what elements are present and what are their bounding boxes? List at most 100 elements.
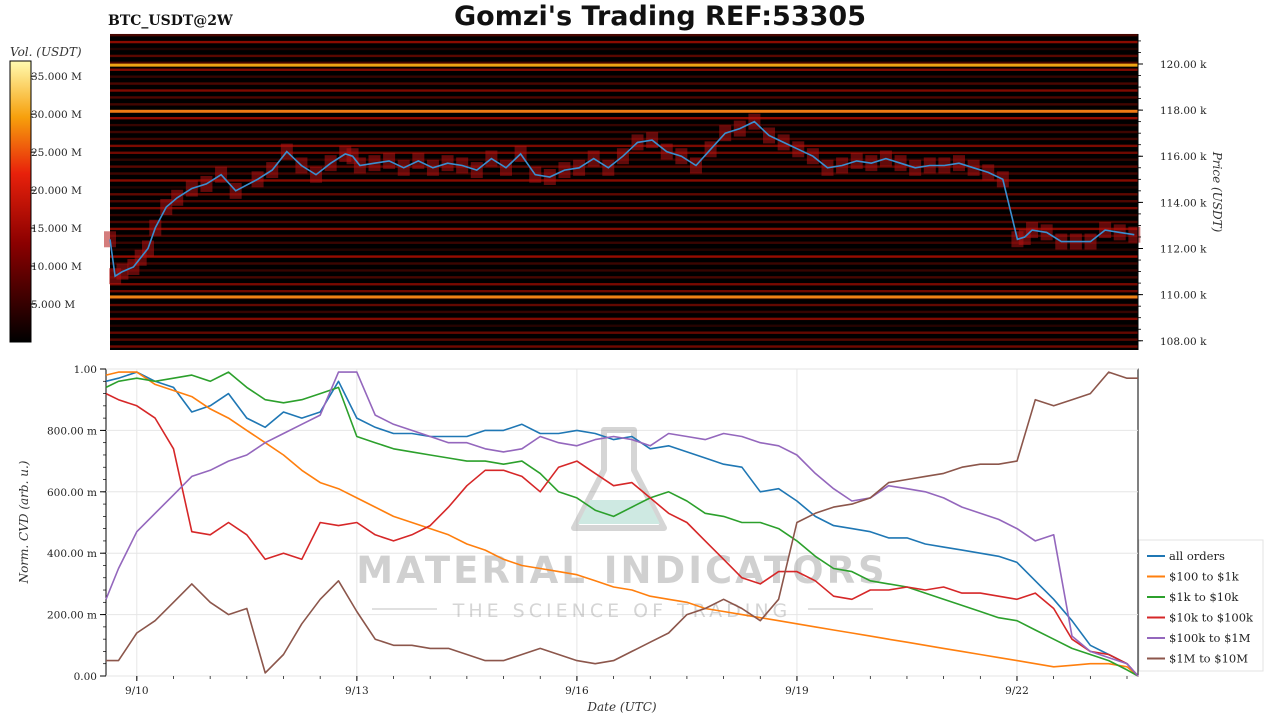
heatmap-band: [110, 75, 1138, 78]
legend-label: $100k to $1M: [1169, 631, 1251, 645]
heatmap-band: [110, 241, 1138, 244]
heatmap-band: [110, 165, 1138, 168]
heatmap-bright-level: [110, 109, 1138, 113]
legend-label: $100 to $1k: [1169, 570, 1240, 584]
heatmap-band: [110, 206, 1138, 210]
watermark: MATERIAL INDICATORS THE SCIENCE OF TRADI…: [356, 427, 887, 622]
cvd-y-tick-label: 200.00 m: [47, 610, 97, 622]
cvd-series-line: [105, 371, 1139, 677]
heatmap-band: [110, 227, 1138, 231]
cvd-y-tick-label: 800.00 m: [47, 425, 97, 437]
legend: all orders $100 to $1k $1k to $10k $10k to …: [1138, 539, 1264, 672]
heatmap-band: [110, 289, 1138, 293]
heatmap-band: [110, 248, 1138, 251]
heatmap-band: [110, 276, 1138, 279]
heatmap-bright-level: [110, 295, 1138, 299]
x-tick-label: 9/22: [1005, 685, 1029, 697]
heatmap-bright-level: [110, 63, 1138, 67]
heatmap-band: [110, 213, 1138, 217]
cvd-y-tick-label: 400.00 m: [47, 548, 97, 560]
heatmap-cell: [1128, 226, 1141, 243]
colorbar: Vol. (USDT) 35.000 M 30.000 M 25.000 M 20.0…: [9, 45, 82, 343]
price-tick-label: 116.00 k: [1160, 151, 1207, 163]
price-tick-label: 108.00 k: [1160, 336, 1207, 348]
cvd-panel: MATERIAL INDICATORS THE SCIENCE OF TRADI…: [17, 364, 1139, 714]
heatmap-band: [110, 345, 1138, 348]
heatmap-panel: 120.00 k 118.00 k 116.00 k 114.00 k 112.00 k…: [104, 33, 1224, 350]
heatmap-band: [110, 68, 1138, 71]
heatmap-band: [110, 269, 1138, 272]
heatmap-band: [110, 123, 1138, 127]
heatmap-band: [110, 89, 1138, 92]
cvd-series-line: [105, 392, 1139, 677]
cvd-series-line: [105, 371, 1139, 677]
chart-title: Gomzi's Trading REF:53305: [454, 1, 866, 32]
heatmap-band: [110, 179, 1138, 182]
heatmap-band: [110, 172, 1138, 175]
cvd-background: [105, 368, 1139, 677]
flask-icon: [571, 427, 667, 531]
price-tick-label: 118.00 k: [1160, 105, 1207, 117]
heatmap-band: [110, 317, 1138, 321]
price-axis-label: Price (USDT): [1210, 151, 1224, 233]
colorbar-tick-label: 10.000 M: [31, 261, 82, 273]
cvd-y-axis-label: Norm. CVD (arb. u.): [17, 460, 31, 584]
heatmap-band: [110, 82, 1138, 85]
heatmap-band: [110, 283, 1138, 286]
legend-label: $1M to $10M: [1169, 652, 1248, 666]
heatmap-band: [110, 144, 1138, 148]
heatmap-band: [110, 47, 1138, 51]
colorbar-gradient: [9, 60, 32, 343]
cvd-y-tick-label: 0.00: [74, 671, 97, 683]
colorbar-tick-label: 15.000 M: [31, 223, 82, 235]
x-tick-label: 9/10: [125, 685, 149, 697]
legend-label: all orders: [1169, 549, 1225, 563]
x-tick-label: 9/16: [565, 685, 589, 697]
heatmap-band: [110, 54, 1138, 58]
legend-label: $10k to $100k: [1169, 611, 1254, 625]
legend-box: [1138, 539, 1264, 672]
cvd-y-tick-label: 600.00 m: [47, 487, 97, 499]
price-line: [109, 120, 1135, 278]
colorbar-tick-label: 20.000 M: [31, 185, 82, 197]
heatmap-band: [110, 61, 1138, 65]
cvd-series-line: [105, 371, 1139, 677]
watermark-line2: THE SCIENCE OF TRADING: [452, 600, 792, 622]
price-tick-label: 114.00 k: [1160, 197, 1207, 209]
colorbar-tick-label: 30.000 M: [31, 109, 82, 121]
heatmap-band: [110, 331, 1138, 334]
heatmap-band: [110, 137, 1138, 141]
heatmap-band: [110, 324, 1138, 327]
watermark-line1: MATERIAL INDICATORS: [356, 549, 887, 592]
heatmap-band: [110, 220, 1138, 224]
heatmap-cell: [104, 231, 116, 248]
colorbar-label: Vol. (USDT): [10, 45, 82, 59]
heatmap-band: [110, 303, 1138, 307]
heatmap-band: [110, 116, 1138, 120]
heatmap-band: [110, 262, 1138, 265]
heatmap-band: [110, 186, 1138, 189]
cvd-y-tick-label: 1.00: [74, 364, 97, 376]
x-tick-label: 9/19: [785, 685, 809, 697]
heatmap-band: [110, 103, 1138, 106]
heatmap-band: [110, 234, 1138, 238]
heatmap-band: [110, 310, 1138, 314]
colorbar-tick-label: 5.000 M: [31, 299, 75, 311]
heatmap-band: [110, 193, 1138, 196]
colorbar-tick-label: 35.000 M: [31, 71, 82, 83]
x-tick-label: 9/13: [345, 685, 369, 697]
pair-label: BTC_USDT@2W: [108, 13, 233, 29]
heatmap-band: [110, 40, 1138, 44]
heatmap-band: [110, 255, 1138, 258]
legend-label: $1k to $10k: [1169, 590, 1239, 604]
flask-liquid: [578, 500, 660, 524]
cvd-series-line: [106, 371, 1138, 674]
heatmap-band: [110, 130, 1138, 134]
price-tick-label: 120.00 k: [1160, 59, 1207, 71]
price-tick-label: 110.00 k: [1160, 290, 1207, 302]
heatmap-band: [110, 33, 1138, 37]
heatmap-background: [110, 34, 1138, 350]
heatmap-band: [110, 96, 1138, 99]
colorbar-tick-label: 25.000 M: [31, 147, 82, 159]
